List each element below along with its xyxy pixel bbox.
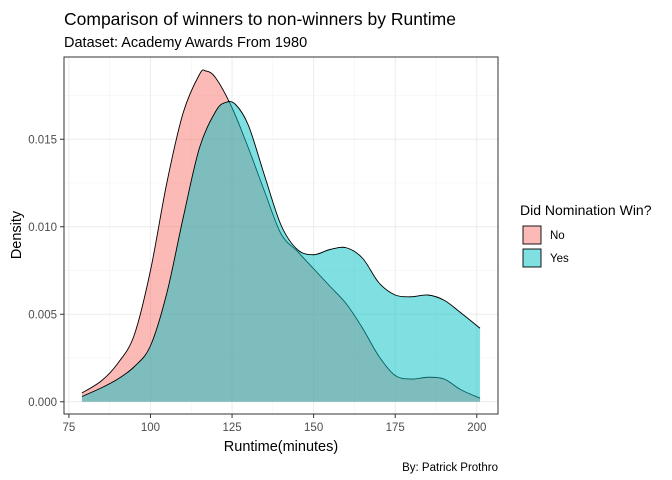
x-tick-label: 125 xyxy=(222,422,241,434)
legend-title: Did Nomination Win? xyxy=(520,202,652,218)
x-axis: 75 100 125 150 175 200 xyxy=(62,414,486,434)
x-tick-label: 75 xyxy=(62,422,75,434)
y-tick-label: 0.015 xyxy=(28,134,57,146)
legend: Did Nomination Win? No Yes xyxy=(520,202,652,268)
legend-label-yes: Yes xyxy=(550,253,569,265)
density-areas xyxy=(81,69,481,402)
caption: By: Patrick Prothro xyxy=(402,462,498,474)
legend-label-no: No xyxy=(550,230,565,242)
y-axis: 0.000 0.005 0.010 0.015 xyxy=(28,134,64,409)
y-tick-label: 0.000 xyxy=(28,397,57,409)
y-tick-label: 0.010 xyxy=(28,222,57,234)
plot-border xyxy=(63,56,499,415)
legend-swatch-yes xyxy=(522,248,542,268)
x-tick-label: 175 xyxy=(386,422,405,434)
y-axis-title: Density xyxy=(9,210,25,259)
x-axis-title: Runtime(minutes) xyxy=(224,439,338,455)
x-tick-label: 150 xyxy=(304,422,323,434)
density-line-yes xyxy=(81,101,481,397)
density-area-yes xyxy=(81,101,481,402)
x-tick-label: 100 xyxy=(141,422,160,434)
chart-subtitle: Dataset: Academy Awards From 1980 xyxy=(64,35,307,51)
chart-title: Comparison of winners to non-winners by … xyxy=(64,9,456,29)
legend-swatch-no xyxy=(522,225,542,245)
y-tick-label: 0.005 xyxy=(28,309,57,321)
x-tick-label: 200 xyxy=(467,422,486,434)
